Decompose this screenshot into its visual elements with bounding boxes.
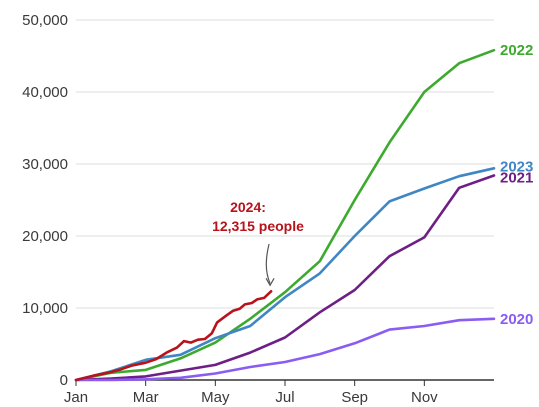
series-line-2022 bbox=[74, 48, 496, 382]
series-line-2020 bbox=[74, 317, 496, 382]
y-tick-label: 10,000 bbox=[22, 300, 68, 317]
x-tick-label: Jan bbox=[64, 389, 88, 406]
y-tick-label: 0 bbox=[60, 372, 68, 389]
series-line-2024 bbox=[74, 290, 273, 382]
gridlines bbox=[76, 19, 494, 309]
series-line-2023 bbox=[74, 167, 496, 382]
series-label-2020: 2020 bbox=[500, 311, 533, 328]
annotation-line1: 2024: bbox=[230, 199, 266, 215]
series-line-2021 bbox=[74, 174, 496, 382]
annotation-arrowhead bbox=[265, 278, 275, 287]
y-tick-label: 20,000 bbox=[22, 228, 68, 245]
x-tick-label: Sep bbox=[341, 389, 368, 406]
y-tick-label: 50,000 bbox=[22, 12, 68, 29]
annotation-line2: 12,315 people bbox=[212, 218, 304, 234]
x-tick-label: May bbox=[201, 389, 230, 406]
x-tick-label: Jul bbox=[275, 389, 294, 406]
x-tick-label: Nov bbox=[411, 389, 438, 406]
y-tick-label: 30,000 bbox=[22, 156, 68, 173]
annotation-2024: 2024: 12,315 people bbox=[212, 199, 304, 287]
series-label-2022: 2022 bbox=[500, 42, 533, 59]
series-label-2023: 2023 bbox=[500, 158, 533, 175]
y-tick-label: 40,000 bbox=[22, 84, 68, 101]
series-lines bbox=[74, 48, 496, 382]
annotation-arrow bbox=[265, 243, 271, 284]
x-tick-label: Mar bbox=[133, 389, 159, 406]
series-label-2021: 2021 bbox=[500, 170, 533, 187]
